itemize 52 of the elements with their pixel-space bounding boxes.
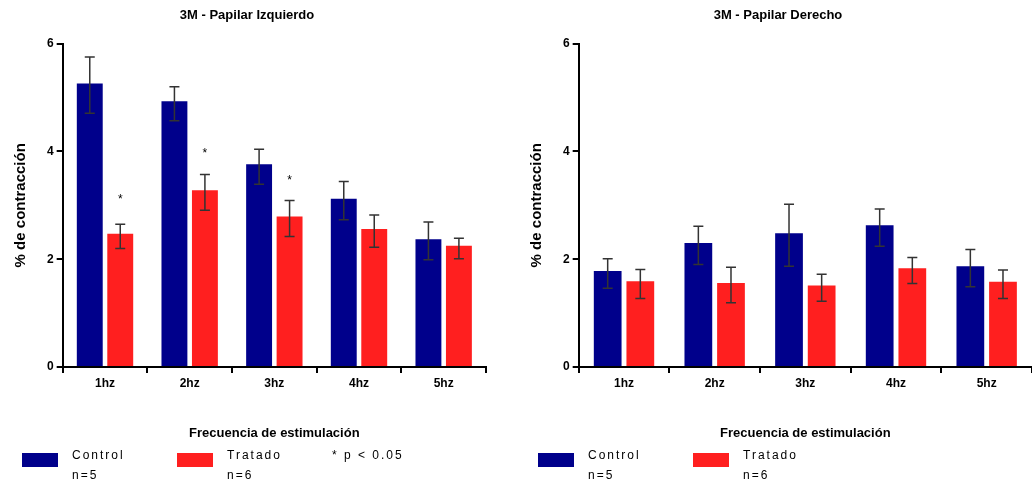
x-tick-label: 3hz	[264, 375, 285, 390]
bar	[865, 225, 894, 366]
y-tick-label: 2	[562, 251, 570, 266]
x-tick-label: 5hz	[433, 375, 454, 390]
bar	[191, 190, 218, 366]
bar	[415, 239, 442, 366]
bar	[898, 268, 927, 366]
y-axis-title: % de contracción	[11, 143, 29, 268]
x-tick-label: 4hz	[348, 375, 370, 390]
bar	[956, 266, 985, 366]
bar	[246, 164, 273, 366]
text: * p < 0.05	[332, 447, 404, 464]
y-tick-label: 4	[562, 143, 570, 158]
bar	[775, 233, 803, 366]
bar	[76, 83, 103, 366]
bar	[161, 101, 188, 366]
chart-title: 3M - Papilar Derecho	[713, 7, 843, 23]
y-axis-title: % de contracción	[527, 143, 545, 268]
bar	[989, 281, 1017, 366]
x-tick-label: 1hz	[614, 375, 635, 390]
chart-title: 3M - Papilar Izquierdo	[179, 7, 315, 23]
x-tick-label: 4hz	[885, 375, 907, 390]
bar	[626, 281, 655, 366]
bar	[276, 216, 303, 366]
annotation: *	[287, 173, 293, 188]
x-tick-label: 2hz	[179, 375, 200, 390]
annotation: *	[117, 192, 123, 207]
y-tick-label: 6	[46, 35, 54, 50]
bar	[807, 285, 836, 366]
y-tick-label: 4	[46, 143, 54, 158]
x-axis-title: Frecuencia de estimulación	[720, 424, 891, 440]
bar	[593, 271, 622, 366]
annotation: *	[202, 146, 208, 161]
bar	[107, 233, 134, 366]
legend-label: Control n=5	[72, 447, 125, 484]
legend-label: Control n=5	[588, 447, 641, 484]
bar	[717, 282, 745, 366]
y-tick-label: 0	[562, 359, 570, 374]
y-tick-label: 2	[46, 251, 54, 266]
legend-label: Tratado n=6	[743, 447, 798, 484]
bar	[445, 245, 472, 366]
y-tick-label: 6	[562, 35, 570, 50]
y-tick-label: 0	[46, 359, 54, 374]
x-tick-label: 1hz	[95, 375, 116, 390]
x-tick-label: 3hz	[795, 375, 816, 390]
x-axis-title: Frecuencia de estimulación	[189, 424, 360, 440]
x-tick-label: 2hz	[704, 375, 725, 390]
legend-label: Tratado n=6	[227, 447, 282, 484]
x-tick-label: 5hz	[976, 375, 997, 390]
bar	[330, 198, 357, 366]
bar	[361, 229, 388, 366]
bar	[684, 243, 713, 366]
